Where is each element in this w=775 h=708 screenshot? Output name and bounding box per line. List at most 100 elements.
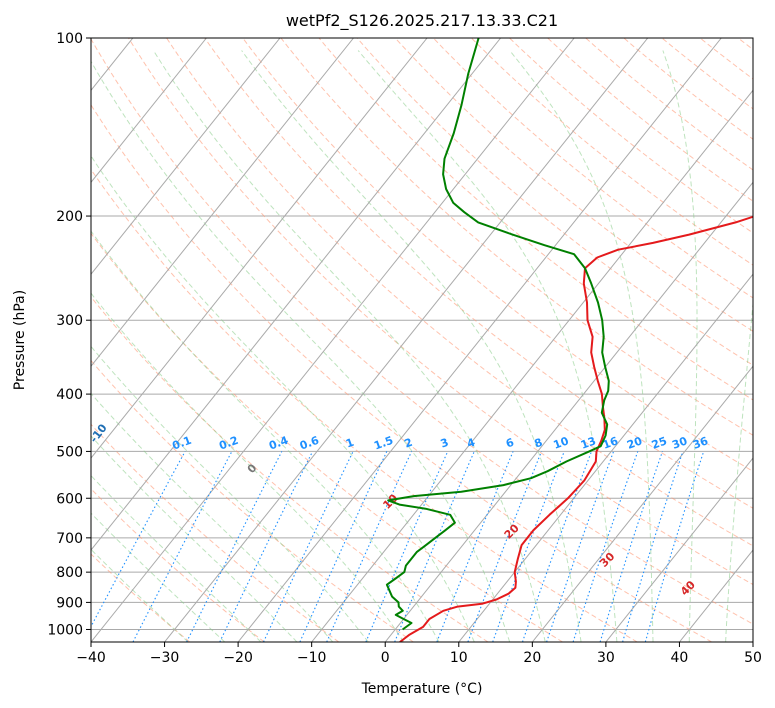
isotherm xyxy=(384,181,753,642)
mixing-ratio-label: 3 xyxy=(439,436,451,451)
mixing-ratio-label: 2 xyxy=(403,436,415,451)
x-axis-label: Temperature (°C) xyxy=(361,681,483,697)
isotherm xyxy=(91,38,354,367)
moist-adiabat xyxy=(91,155,475,642)
y-tick-label: 700 xyxy=(56,531,83,547)
dry-adiabat xyxy=(91,488,265,642)
isotherm xyxy=(91,38,502,551)
x-tick-label: 40 xyxy=(671,650,689,666)
mixing-ratio-label: 6 xyxy=(504,436,516,451)
dry-adiabat xyxy=(509,38,753,234)
mixing-ratio-label: 10 xyxy=(552,434,571,452)
moist-adiabat xyxy=(91,512,226,642)
moist-adiabat xyxy=(91,292,405,642)
mixing-ratio-line xyxy=(492,451,565,642)
mixing-ratio-line xyxy=(572,451,639,642)
x-tick-label: 10 xyxy=(450,650,468,666)
isotherm xyxy=(91,38,281,276)
isotherm xyxy=(91,38,428,459)
mixing-ratio-label: 20 xyxy=(625,434,644,452)
x-tick-label: 0 xyxy=(381,650,390,666)
y-tick-label: 100 xyxy=(56,31,83,47)
mixing-ratio-line xyxy=(546,451,615,642)
y-tick-label: 400 xyxy=(56,387,83,403)
dewpoint-line xyxy=(385,38,610,631)
moist-adiabat xyxy=(357,50,618,642)
moist-adiabat xyxy=(241,50,582,642)
mixing-ratio-label: 30 xyxy=(670,434,689,452)
dry-adiabat xyxy=(623,38,753,140)
mixing-ratio-label: 36 xyxy=(691,434,710,452)
x-tick-label: −20 xyxy=(223,650,253,666)
mixing-ratio-label: 1.5 xyxy=(372,434,395,453)
isotherm xyxy=(91,38,207,184)
dry-adiabat xyxy=(128,38,753,586)
moist-adiabat xyxy=(91,230,440,642)
dry-adiabat xyxy=(204,38,753,509)
dry-adiabat xyxy=(91,296,489,642)
dry-adiabat xyxy=(166,38,753,547)
dry-adiabat xyxy=(471,38,753,266)
chart-title: wetPf2_S126.2025.217.13.33.C21 xyxy=(286,11,558,31)
mixing-ratio-line xyxy=(622,451,684,642)
plot-frame xyxy=(90,37,754,643)
mixing-ratio-line xyxy=(599,451,664,642)
dry-adiabat xyxy=(356,38,753,366)
mixing-ratio-line xyxy=(91,451,186,628)
moist-adiabat xyxy=(662,50,698,642)
moist-adiabat xyxy=(509,50,654,642)
mixing-ratio-line xyxy=(219,451,314,642)
x-tick-label: 20 xyxy=(523,650,541,666)
mixing-ratio-label: 4 xyxy=(465,436,477,451)
mixing-ratio-label: 0.4 xyxy=(267,434,290,453)
mixing-ratio-label: 0.2 xyxy=(217,434,240,453)
mixing-ratio-line xyxy=(644,451,705,642)
dry-adiabat xyxy=(91,104,713,642)
isotherm xyxy=(605,457,753,642)
y-tick-label: 200 xyxy=(56,209,83,225)
x-tick-label: −30 xyxy=(150,650,180,666)
x-tick-label: 30 xyxy=(597,650,615,666)
dry-adiabat xyxy=(394,38,753,332)
mixing-ratio-line xyxy=(263,451,354,642)
dry-adiabat xyxy=(547,38,753,202)
mixing-ratio-label: 0.6 xyxy=(298,434,321,453)
mixing-ratio-label: 25 xyxy=(650,434,669,451)
y-tick-label: 900 xyxy=(56,595,83,611)
y-tick-label: 1000 xyxy=(47,622,83,638)
x-tick-label: −40 xyxy=(76,650,106,666)
mixing-ratio-label: 16 xyxy=(601,434,620,452)
mixing-ratio-line xyxy=(299,451,388,642)
moist-adiabat xyxy=(91,345,369,642)
dry-adiabat xyxy=(91,359,414,642)
isotherm xyxy=(311,89,753,642)
y-tick-label: 600 xyxy=(56,491,83,507)
y-tick-label: 800 xyxy=(56,565,83,581)
isotherm xyxy=(164,38,649,642)
mixing-ratio-label: 8 xyxy=(533,436,545,451)
dry-adiabat xyxy=(91,232,563,642)
moist-adiabat xyxy=(725,299,753,642)
y-tick-label: 500 xyxy=(56,444,83,460)
x-tick-label: −10 xyxy=(297,650,327,666)
mixing-ratio-label: 13 xyxy=(579,434,598,451)
dry-adiabat xyxy=(91,168,638,642)
dry-adiabat xyxy=(91,38,753,625)
isotherm xyxy=(91,38,575,642)
isotherm xyxy=(458,273,753,642)
mixing-ratio-label: 1 xyxy=(344,436,356,451)
moist-adiabat xyxy=(152,50,546,642)
isotherm xyxy=(237,38,722,642)
dry-adiabat xyxy=(318,38,753,401)
mixing-ratio-line xyxy=(186,451,283,642)
dry-adiabat xyxy=(91,423,340,642)
mixing-ratio-label: 0.1 xyxy=(171,434,194,453)
x-tick-label: 50 xyxy=(744,650,762,666)
mixing-ratio-line xyxy=(326,451,413,642)
moist-adiabat xyxy=(91,392,334,642)
dry-adiabat xyxy=(432,38,753,299)
moist-adiabat xyxy=(91,474,262,642)
mixing-ratio-line xyxy=(365,451,449,642)
mixing-ratio-line xyxy=(521,451,593,642)
